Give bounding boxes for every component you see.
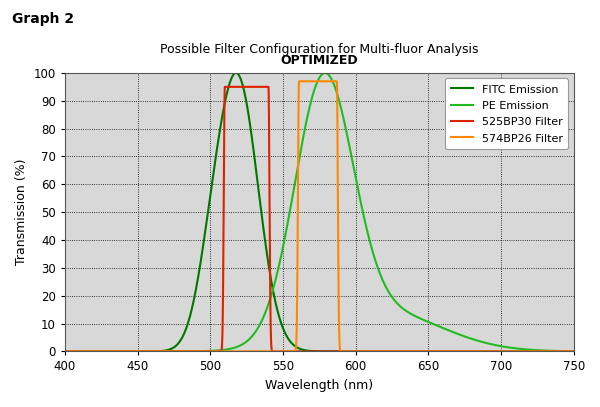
FITC Emission bbox=[364, 349, 371, 354]
525BP30 Filter bbox=[167, 349, 175, 354]
Y-axis label: Transmission (%): Transmission (%) bbox=[15, 159, 28, 265]
525BP30 Filter bbox=[61, 349, 68, 354]
FITC Emission bbox=[385, 349, 392, 354]
Line: FITC Emission: FITC Emission bbox=[65, 73, 574, 351]
Text: OPTIMIZED: OPTIMIZED bbox=[281, 55, 358, 68]
574BP26 Filter bbox=[245, 349, 253, 354]
PE Emission bbox=[364, 228, 371, 232]
525BP30 Filter bbox=[221, 84, 229, 89]
525BP30 Filter bbox=[531, 349, 538, 354]
Text: Graph 2: Graph 2 bbox=[12, 12, 74, 26]
525BP30 Filter bbox=[570, 349, 577, 354]
574BP26 Filter bbox=[531, 349, 538, 354]
574BP26 Filter bbox=[364, 349, 371, 354]
PE Emission bbox=[385, 289, 392, 294]
PE Emission bbox=[301, 126, 308, 131]
525BP30 Filter bbox=[302, 349, 309, 354]
Legend: FITC Emission, PE Emission, 525BP30 Filter, 574BP26 Filter: FITC Emission, PE Emission, 525BP30 Filt… bbox=[445, 79, 568, 149]
Line: 525BP30 Filter: 525BP30 Filter bbox=[65, 87, 574, 351]
574BP26 Filter bbox=[61, 349, 68, 354]
574BP26 Filter bbox=[302, 79, 309, 84]
PE Emission bbox=[570, 349, 577, 354]
574BP26 Filter bbox=[570, 349, 577, 354]
FITC Emission bbox=[167, 346, 175, 351]
FITC Emission bbox=[232, 70, 239, 75]
PE Emission bbox=[167, 349, 175, 354]
PE Emission bbox=[61, 349, 68, 354]
525BP30 Filter bbox=[364, 349, 371, 354]
PE Emission bbox=[531, 348, 538, 352]
FITC Emission bbox=[61, 349, 68, 354]
574BP26 Filter bbox=[167, 349, 175, 354]
525BP30 Filter bbox=[385, 349, 392, 354]
Title: Possible Filter Configuration for Multi-fluor Analysis: Possible Filter Configuration for Multi-… bbox=[160, 44, 479, 57]
FITC Emission bbox=[570, 349, 577, 354]
PE Emission bbox=[245, 337, 253, 342]
Line: 574BP26 Filter: 574BP26 Filter bbox=[65, 81, 574, 351]
X-axis label: Wavelength (nm): Wavelength (nm) bbox=[265, 379, 373, 392]
FITC Emission bbox=[531, 349, 538, 354]
574BP26 Filter bbox=[385, 349, 392, 354]
FITC Emission bbox=[245, 115, 253, 120]
Line: PE Emission: PE Emission bbox=[65, 73, 574, 351]
PE Emission bbox=[322, 70, 329, 75]
FITC Emission bbox=[302, 348, 309, 353]
525BP30 Filter bbox=[245, 84, 253, 89]
574BP26 Filter bbox=[295, 79, 302, 84]
